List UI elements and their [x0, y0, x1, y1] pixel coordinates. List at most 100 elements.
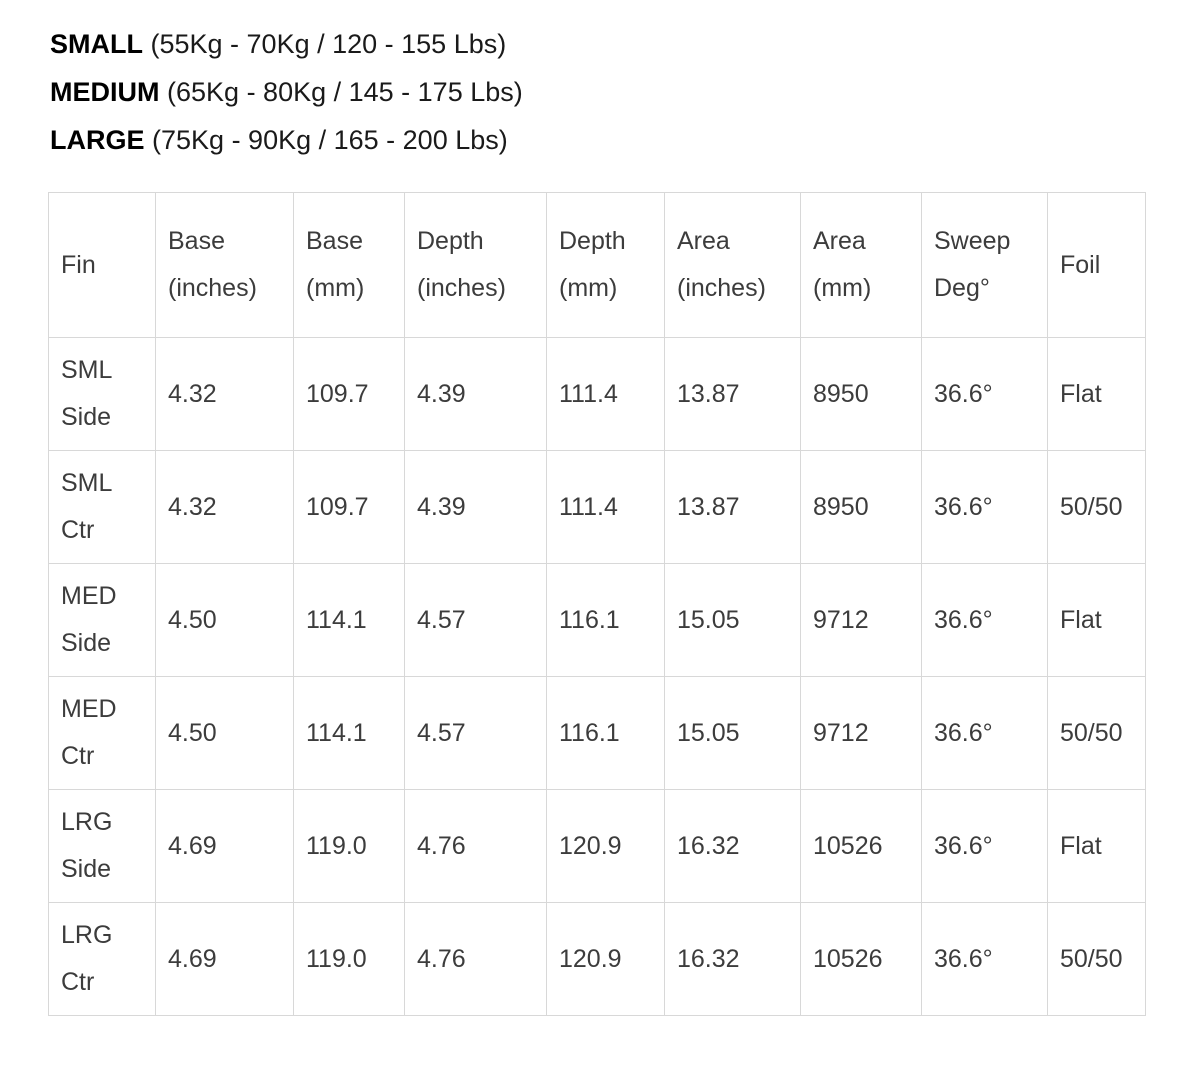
area-inches-cell: 15.05 — [664, 563, 801, 677]
fin-line: Side — [61, 403, 112, 431]
base-mm-cell: 114.1 — [293, 676, 405, 790]
header-line: Depth — [417, 227, 484, 255]
base-inches-cell: 4.50 — [155, 563, 294, 677]
fin-line: Ctr — [61, 968, 95, 996]
depth-mm-cell: 120.9 — [546, 902, 665, 1016]
legend-size-label: LARGE — [50, 125, 145, 155]
depth-inches-cell: 4.76 — [404, 789, 547, 903]
fin-line: Side — [61, 855, 112, 883]
foil-cell: Flat — [1047, 563, 1146, 677]
column-header-area-mm: Area (mm) — [800, 192, 922, 338]
header-line: (inches) — [168, 274, 257, 302]
base-mm-cell: 114.1 — [293, 563, 405, 677]
depth-inches-cell: 4.57 — [404, 676, 547, 790]
base-inches-cell: 4.50 — [155, 676, 294, 790]
table-row: LRG Side 4.69 119.0 4.76 120.9 16.32 10526 36.6°… — [48, 789, 1146, 903]
legend-line: SMALL (55Kg - 70Kg / 120 - 155 Lbs) — [50, 20, 523, 68]
column-header-depth-mm: Depth (mm) — [546, 192, 665, 338]
fin-line: LRG — [61, 808, 113, 836]
fin-line: LRG — [61, 921, 113, 949]
sweep-deg-cell: 36.6° — [921, 789, 1048, 903]
sweep-deg-cell: 36.6° — [921, 450, 1048, 564]
header-line: Deg° — [934, 274, 990, 302]
legend-weight-range: (65Kg - 80Kg / 145 - 175 Lbs) — [167, 77, 523, 107]
area-mm-cell: 9712 — [800, 563, 922, 677]
depth-mm-cell: 116.1 — [546, 676, 665, 790]
fin-line: SML — [61, 469, 113, 497]
area-mm-cell: 10526 — [800, 789, 922, 903]
depth-mm-cell: 111.4 — [546, 450, 665, 564]
depth-inches-cell: 4.39 — [404, 337, 547, 451]
fin-line: Side — [61, 629, 112, 657]
area-mm-cell: 8950 — [800, 450, 922, 564]
column-header-base-mm: Base (mm) — [293, 192, 405, 338]
depth-inches-cell: 4.76 — [404, 902, 547, 1016]
header-row: Fin Base (inches) Base (mm) Depth (inches) Dept… — [48, 192, 1146, 338]
table-row: LRG Ctr 4.69 119.0 4.76 120.9 16.32 10526 36.6° 5… — [48, 902, 1146, 1016]
area-inches-cell: 13.87 — [664, 337, 801, 451]
fin-cell: SML Ctr — [48, 450, 156, 564]
foil-cell: Flat — [1047, 337, 1146, 451]
legend-weight-range: (75Kg - 90Kg / 165 - 200 Lbs) — [152, 125, 508, 155]
column-header-depth-inches: Depth (inches) — [404, 192, 547, 338]
header-line: Area — [677, 227, 730, 255]
base-inches-cell: 4.32 — [155, 450, 294, 564]
base-inches-cell: 4.32 — [155, 337, 294, 451]
fin-cell: MED Ctr — [48, 676, 156, 790]
column-header-base-inches: Base (inches) — [155, 192, 294, 338]
column-header-area-inches: Area (inches) — [664, 192, 801, 338]
depth-inches-cell: 4.39 — [404, 450, 547, 564]
legend-size-label: SMALL — [50, 29, 143, 59]
area-inches-cell: 16.32 — [664, 902, 801, 1016]
column-header-sweep-deg: Sweep Deg° — [921, 192, 1048, 338]
header-line: (mm) — [306, 274, 365, 302]
table-header: Fin Base (inches) Base (mm) Depth (inches) Dept… — [48, 192, 1146, 338]
header-line: (mm) — [813, 274, 872, 302]
header-line: Sweep — [934, 227, 1011, 255]
area-inches-cell: 15.05 — [664, 676, 801, 790]
base-mm-cell: 109.7 — [293, 450, 405, 564]
base-inches-cell: 4.69 — [155, 902, 294, 1016]
area-mm-cell: 10526 — [800, 902, 922, 1016]
depth-mm-cell: 120.9 — [546, 789, 665, 903]
header-line: (mm) — [559, 274, 618, 302]
area-inches-cell: 13.87 — [664, 450, 801, 564]
size-legend: SMALL (55Kg - 70Kg / 120 - 155 Lbs) MEDIU… — [50, 20, 523, 164]
legend-weight-range: (55Kg - 70Kg / 120 - 155 Lbs) — [150, 29, 507, 59]
fin-cell: MED Side — [48, 563, 156, 677]
sweep-deg-cell: 36.6° — [921, 902, 1048, 1016]
table-body: SML Side 4.32 109.7 4.39 111.4 13.87 8950 36.6° F… — [48, 337, 1146, 1016]
header-line: Base — [306, 227, 363, 255]
fin-line: MED — [61, 695, 117, 723]
base-mm-cell: 119.0 — [293, 902, 405, 1016]
header-line: (inches) — [677, 274, 766, 302]
header-line: Depth — [559, 227, 626, 255]
foil-cell: 50/50 — [1047, 676, 1146, 790]
fin-cell: SML Side — [48, 337, 156, 451]
foil-cell: 50/50 — [1047, 450, 1146, 564]
area-mm-cell: 8950 — [800, 337, 922, 451]
sweep-deg-cell: 36.6° — [921, 337, 1048, 451]
table-row: SML Ctr 4.32 109.7 4.39 111.4 13.87 8950 36.6° 50… — [48, 450, 1146, 564]
base-mm-cell: 109.7 — [293, 337, 405, 451]
fin-cell: LRG Side — [48, 789, 156, 903]
depth-mm-cell: 111.4 — [546, 337, 665, 451]
sweep-deg-cell: 36.6° — [921, 676, 1048, 790]
column-header-foil: Foil — [1047, 192, 1146, 338]
fin-line: Ctr — [61, 742, 95, 770]
header-line: Area — [813, 227, 866, 255]
legend-line: MEDIUM (65Kg - 80Kg / 145 - 175 Lbs) — [50, 68, 523, 116]
legend-line: LARGE (75Kg - 90Kg / 165 - 200 Lbs) — [50, 116, 523, 164]
area-mm-cell: 9712 — [800, 676, 922, 790]
area-inches-cell: 16.32 — [664, 789, 801, 903]
header-line: Fin — [61, 250, 96, 279]
table-row: MED Ctr 4.50 114.1 4.57 116.1 15.05 9712 36.6° 50… — [48, 676, 1146, 790]
header-line: Foil — [1060, 250, 1101, 279]
table-row: MED Side 4.50 114.1 4.57 116.1 15.05 9712 36.6° F… — [48, 563, 1146, 677]
foil-cell: 50/50 — [1047, 902, 1146, 1016]
sweep-deg-cell: 36.6° — [921, 563, 1048, 677]
header-line: Base — [168, 227, 225, 255]
fin-cell: LRG Ctr — [48, 902, 156, 1016]
fin-line: MED — [61, 582, 117, 610]
